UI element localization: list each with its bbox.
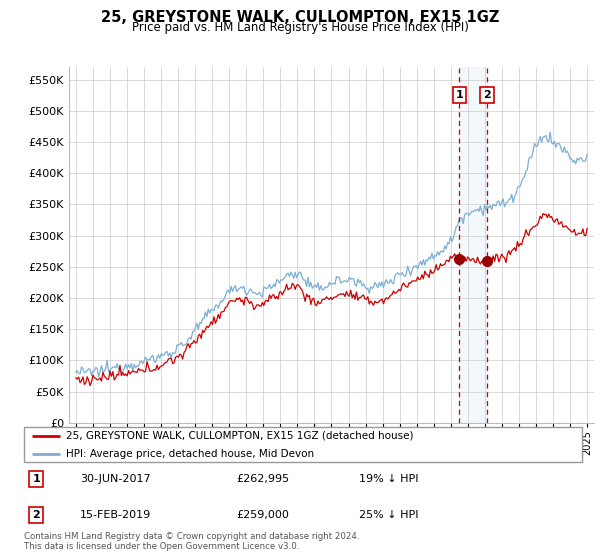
Text: 2: 2 xyxy=(32,510,40,520)
Text: 25, GREYSTONE WALK, CULLOMPTON, EX15 1GZ (detached house): 25, GREYSTONE WALK, CULLOMPTON, EX15 1GZ… xyxy=(66,431,413,441)
Text: 30-JUN-2017: 30-JUN-2017 xyxy=(80,474,151,484)
Text: Price paid vs. HM Land Registry's House Price Index (HPI): Price paid vs. HM Land Registry's House … xyxy=(131,21,469,34)
Text: £262,995: £262,995 xyxy=(236,474,289,484)
Text: 25, GREYSTONE WALK, CULLOMPTON, EX15 1GZ: 25, GREYSTONE WALK, CULLOMPTON, EX15 1GZ xyxy=(101,10,499,25)
Text: £259,000: £259,000 xyxy=(236,510,289,520)
Text: 15-FEB-2019: 15-FEB-2019 xyxy=(80,510,151,520)
Text: Contains HM Land Registry data © Crown copyright and database right 2024.
This d: Contains HM Land Registry data © Crown c… xyxy=(24,532,359,552)
Text: 2: 2 xyxy=(483,90,491,100)
Bar xyxy=(460,67,487,423)
Text: 25% ↓ HPI: 25% ↓ HPI xyxy=(359,510,418,520)
Text: 1: 1 xyxy=(455,90,463,100)
Text: HPI: Average price, detached house, Mid Devon: HPI: Average price, detached house, Mid … xyxy=(66,449,314,459)
Text: 1: 1 xyxy=(32,474,40,484)
Text: 19% ↓ HPI: 19% ↓ HPI xyxy=(359,474,418,484)
